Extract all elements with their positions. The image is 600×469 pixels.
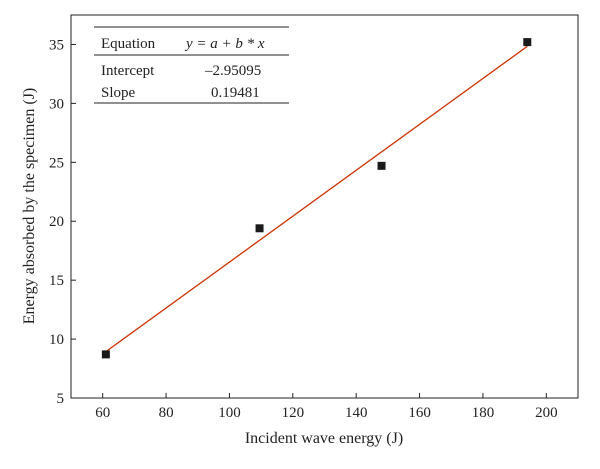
y-tick-label: 5 [57, 391, 65, 407]
y-tick-label: 20 [49, 214, 64, 230]
x-tick-label: 60 [95, 405, 110, 421]
y-tick-label: 30 [49, 96, 64, 112]
data-point [377, 161, 386, 170]
x-tick-label: 80 [159, 405, 174, 421]
table-intercept-label: Intercept [101, 63, 155, 79]
x-axis-ticks: 60 80 100 120 140 160 180 200 [95, 393, 558, 421]
data-point [523, 38, 532, 47]
x-tick-label: 180 [472, 405, 495, 421]
data-point [101, 350, 110, 359]
table-header-value: y = a + b * x [184, 36, 265, 52]
table-slope-value: 0.19481 [211, 85, 260, 101]
data-point [255, 224, 264, 233]
y-tick-label: 35 [49, 37, 64, 53]
x-tick-label: 160 [408, 405, 431, 421]
y-tick-label: 10 [49, 332, 64, 348]
table-header-label: Equation [101, 36, 156, 52]
fit-table: Equation y = a + b * x Intercept –2.9509… [94, 26, 289, 104]
table-slope-label: Slope [101, 85, 136, 101]
y-tick-label: 15 [49, 273, 64, 289]
x-tick-label: 100 [218, 405, 241, 421]
data-points [101, 38, 532, 359]
x-tick-label: 140 [345, 405, 368, 421]
x-tick-label: 120 [282, 405, 305, 421]
x-tick-label: 200 [535, 405, 558, 421]
y-axis-label: Energy absorbed by the specimen (J) [21, 88, 38, 325]
y-tick-label: 25 [49, 155, 64, 171]
y-axis-ticks: 5 10 15 20 25 30 35 [49, 37, 76, 407]
table-intercept-value: –2.95095 [204, 63, 261, 79]
plot-frame [70, 14, 579, 399]
fit-line [105, 45, 528, 353]
x-axis-label: Incident wave energy (J) [245, 430, 403, 447]
